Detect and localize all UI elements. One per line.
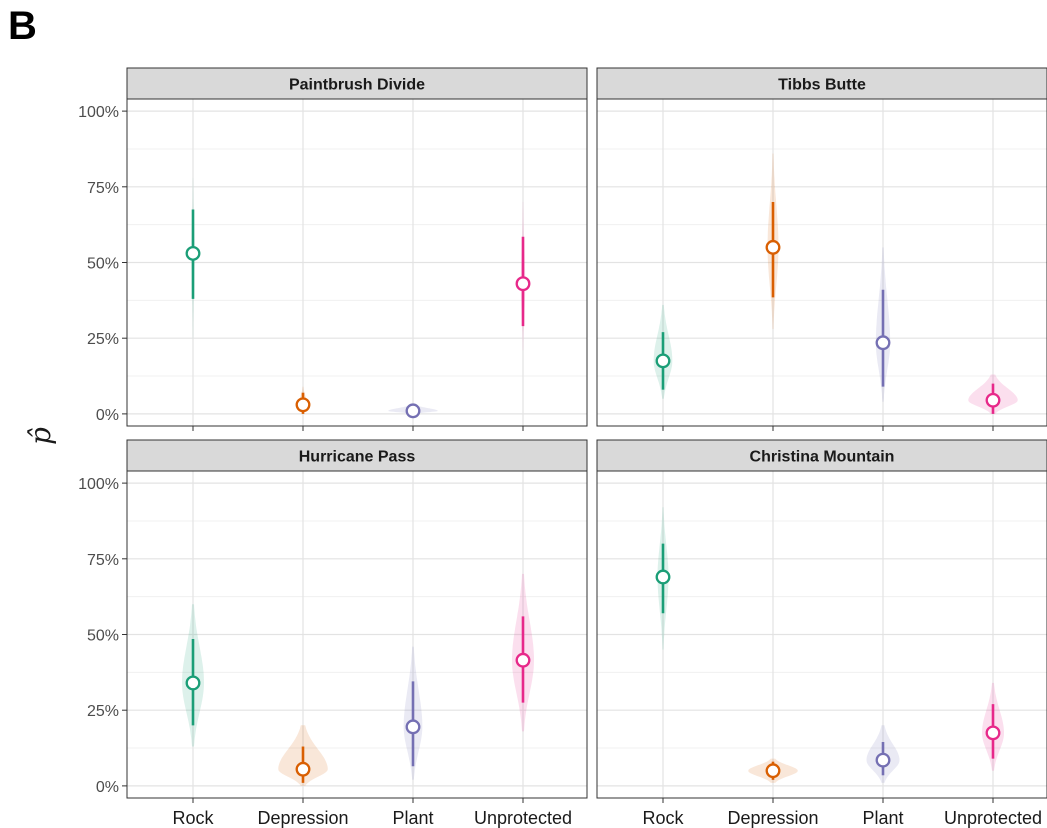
panel-title: Tibbs Butte — [778, 77, 866, 94]
point-paintbrush-divide-depression — [295, 397, 311, 413]
y-tick-label: 25% — [87, 331, 119, 348]
y-tick-label: 100% — [78, 476, 119, 493]
panel-paintbrush-divide: Paintbrush Divide 0% 25% 50% 75% 100% — [78, 67, 588, 431]
panel-title: Paintbrush Divide — [289, 77, 425, 94]
point-hurricane-pass-rock — [185, 675, 201, 691]
y-tick-label: 75% — [87, 552, 119, 569]
y-tick-label: 0% — [96, 779, 119, 796]
x-tick-label-depression: Depression — [257, 808, 348, 828]
panel-hurricane-pass: Hurricane Pass 0% 25% 50% 75% 100% Rock Depress… — [78, 439, 588, 828]
x-tick-label-plant: Plant — [392, 808, 433, 828]
x-tick-label-rock: Rock — [642, 808, 684, 828]
x-tick-label-unprotected: Unprotected — [474, 808, 572, 828]
y-tick-label: 100% — [78, 104, 119, 121]
point-christina-mountain-plant — [875, 752, 891, 768]
point-tibbs-butte-plant — [875, 335, 891, 351]
y-tick-label: 75% — [87, 180, 119, 197]
point-paintbrush-divide-plant — [405, 403, 421, 419]
point-paintbrush-divide-unprotected — [515, 276, 531, 292]
panel-christina-mountain: Christina Mountain Rock Depression Plant Unp… — [596, 439, 1047, 828]
panel-strip — [596, 439, 1047, 472]
x-tick-label-unprotected: Unprotected — [944, 808, 1042, 828]
y-axis-label: p̂ — [24, 427, 57, 445]
point-paintbrush-divide-rock — [185, 245, 201, 261]
panel-title: Christina Mountain — [750, 449, 895, 466]
panel-strip — [126, 67, 588, 100]
point-christina-mountain-depression — [765, 763, 781, 779]
figure-panel-letter: B — [8, 4, 37, 48]
x-tick-label-rock: Rock — [172, 808, 214, 828]
y-tick-label: 50% — [87, 628, 119, 645]
y-tick-label: 25% — [87, 703, 119, 720]
point-hurricane-pass-plant — [405, 719, 421, 735]
panel-tibbs-butte: Tibbs Butte — [596, 67, 1047, 431]
y-tick-label: 50% — [87, 256, 119, 273]
panel-title: Hurricane Pass — [299, 449, 416, 466]
point-hurricane-pass-depression — [295, 761, 311, 777]
panel-strip — [126, 439, 588, 472]
point-christina-mountain-unprotected — [985, 725, 1001, 741]
panel-strip — [596, 67, 1047, 100]
y-tick-label: 0% — [96, 407, 119, 424]
point-tibbs-butte-depression — [765, 239, 781, 255]
point-hurricane-pass-unprotected — [515, 652, 531, 668]
point-tibbs-butte-rock — [655, 353, 671, 369]
x-tick-label-depression: Depression — [727, 808, 818, 828]
point-christina-mountain-rock — [655, 569, 671, 585]
x-tick-label-plant: Plant — [862, 808, 903, 828]
point-tibbs-butte-unprotected — [985, 392, 1001, 408]
